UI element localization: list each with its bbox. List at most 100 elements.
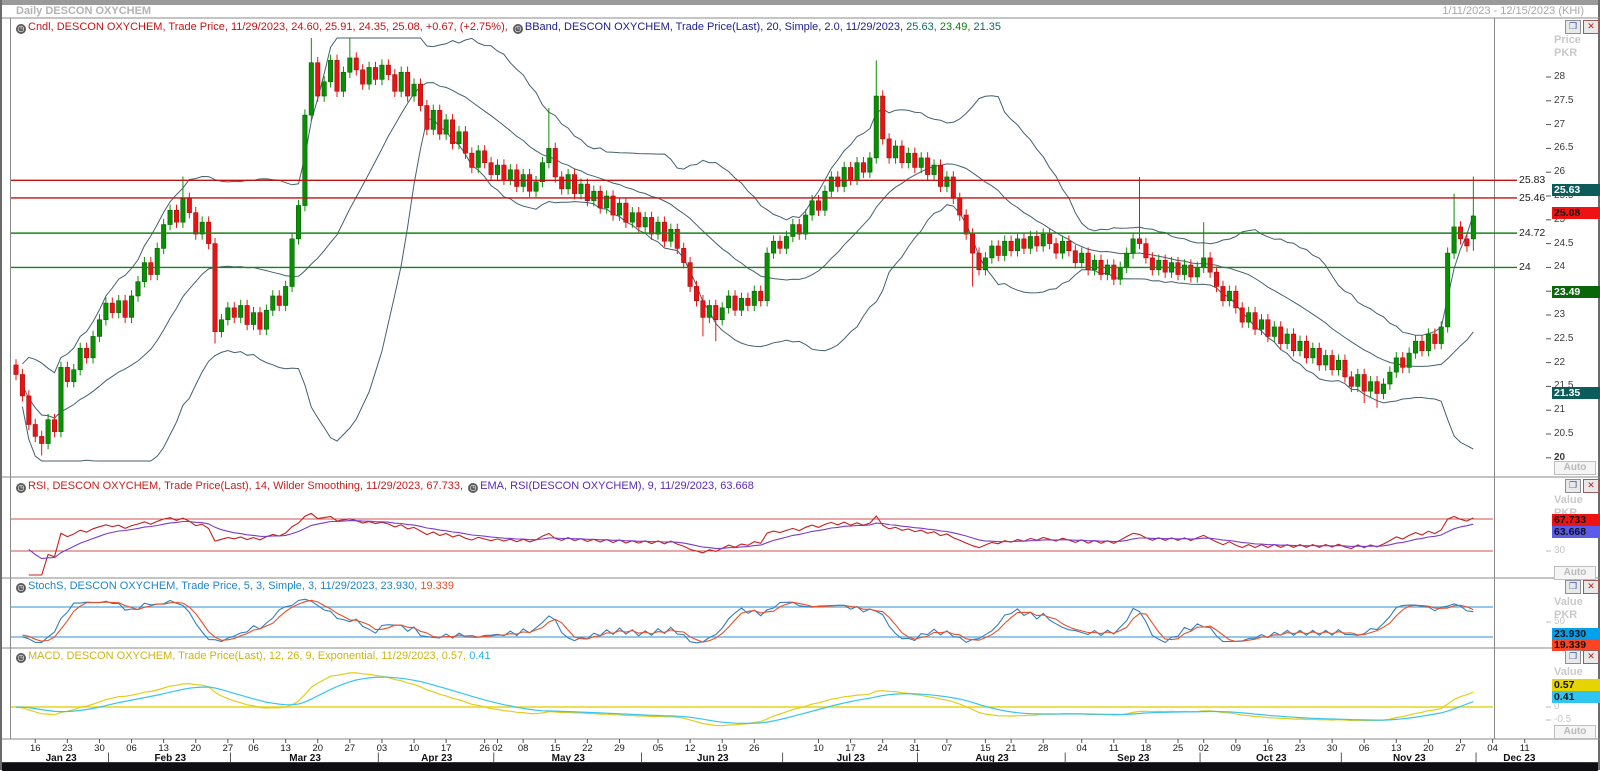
date-axis-month: Apr 23 [421, 753, 453, 764]
date-axis-day: 11 [1519, 743, 1530, 754]
rsi-legend: ◷ RSI, DESCON OXYCHEM, Trade Price(Last),… [14, 480, 754, 493]
date-axis-day: 04 [1076, 743, 1087, 754]
bband-lower-value: 21.35 [973, 21, 1002, 33]
indicator-settings-icon[interactable]: ◷ [16, 24, 26, 34]
date-axis-day: 20 [312, 743, 324, 754]
restore-icon[interactable]: ❐ [1565, 479, 1581, 493]
stoch-panel-buttons: ❐ ✕ [1565, 580, 1599, 594]
date-axis-month: Jun 23 [696, 753, 729, 764]
price-level-label: 25.83 [1519, 174, 1546, 187]
macd-legend-text: MACD, DESCON OXYCHEM, Trade Price(Last),… [28, 650, 467, 662]
cndl-legend-text: Cndl, DESCON OXYCHEM, Trade Price, 11/29… [28, 21, 508, 33]
stoch-k-badge: 23.930 [1552, 628, 1600, 640]
macd-value-badge: 0.57 [1552, 679, 1600, 691]
date-axis-day: 22 [582, 743, 593, 754]
date-axis-day: 27 [1455, 743, 1466, 754]
date-axis-day: 06 [126, 743, 137, 754]
stoch-legend-text: StochS, DESCON OXYCHEM, Trade Price, 5, … [28, 580, 418, 592]
indicator-settings-icon[interactable]: ◷ [512, 24, 523, 34]
bband-mid-value: 23.49, [939, 21, 971, 33]
date-axis-month: Dec 23 [1503, 753, 1536, 764]
rsi-axis-auto-button[interactable]: Auto [1554, 566, 1596, 580]
date-axis-day: 03 [376, 743, 388, 754]
restore-icon[interactable]: ❐ [1565, 20, 1581, 34]
indicator-settings-icon[interactable]: ◷ [16, 653, 26, 663]
stoch-d-badge: 19.339 [1552, 639, 1600, 651]
date-axis-day: 17 [440, 743, 452, 754]
month-separator: | [229, 752, 232, 763]
date-axis-day: 04 [1487, 743, 1498, 754]
window-bottom-edge [2, 762, 1598, 771]
date-axis-day: 18 [1140, 743, 1152, 754]
date-axis-day: 08 [517, 743, 529, 754]
macd-axis-tick: -0.5 [1554, 714, 1572, 725]
macd-axis-tick: 0 [1554, 701, 1560, 712]
indicator-settings-icon[interactable]: ◷ [16, 583, 26, 593]
month-separator: | [1339, 752, 1343, 763]
price-axis-tick: 26.5 [1554, 142, 1574, 154]
date-axis-day: 27 [222, 743, 234, 754]
date-axis-day: 28 [1037, 743, 1049, 754]
date-axis-day: 13 [158, 743, 169, 754]
date-axis-month: Oct 23 [1256, 753, 1287, 764]
date-axis-day: 20 [190, 743, 202, 754]
price-level-label: 25.46 [1519, 191, 1546, 204]
price-level-label: 24 [1519, 261, 1531, 274]
date-axis-month: Aug 23 [975, 753, 1009, 764]
date-axis-day: 05 [652, 743, 664, 754]
date-axis-day: 15 [549, 743, 561, 754]
rsi-panel-buttons: ❐ ✕ [1565, 479, 1599, 493]
last-price-badge: 25.08 [1552, 207, 1600, 219]
month-separator: | [1474, 752, 1478, 763]
price-level-label: 24.72 [1519, 227, 1546, 240]
price-axis-tick: 23 [1554, 309, 1566, 320]
month-separator: | [107, 752, 110, 763]
stoch-d-value: 19.339 [420, 580, 454, 592]
stoch-axis-title: Value [1554, 596, 1583, 608]
close-icon[interactable]: ✕ [1583, 479, 1599, 493]
close-icon[interactable]: ✕ [1583, 580, 1599, 594]
indicator-settings-icon[interactable]: ◷ [468, 483, 479, 493]
date-axis-day: 07 [941, 743, 953, 754]
bb-upper-badge: 25.63 [1552, 184, 1600, 196]
restore-icon[interactable]: ❐ [1565, 650, 1581, 664]
price-axis-tick: 28 [1554, 71, 1566, 82]
close-icon[interactable]: ✕ [1583, 20, 1599, 34]
date-axis-month: Jan 23 [45, 753, 77, 764]
price-axis-tick: 25 [1554, 213, 1566, 225]
price-axis-tick: 24 [1554, 261, 1566, 273]
rsi-legend-text: RSI, DESCON OXYCHEM, Trade Price(Last), … [28, 480, 464, 492]
date-axis-day: 11 [1108, 743, 1119, 754]
month-separator: | [1198, 752, 1202, 763]
price-axis-tick: 21.5 [1554, 380, 1574, 392]
price-axis-auto-button[interactable]: Auto [1554, 461, 1596, 475]
date-axis-day: 12 [684, 743, 696, 754]
date-axis-day: 10 [813, 743, 824, 754]
price-axis-tick: 22 [1554, 356, 1566, 368]
date-axis-day: 31 [909, 743, 921, 754]
macd-axis-auto-button[interactable]: Auto [1554, 725, 1596, 739]
date-axis-day: 20 [1423, 743, 1434, 754]
restore-icon[interactable]: ❐ [1565, 580, 1581, 594]
rsi-axis-tick: 30 [1554, 545, 1566, 556]
price-axis-tick: 27 [1554, 118, 1566, 130]
rsi-value-badge: 67.733 [1552, 514, 1600, 526]
date-axis-day: 19 [716, 743, 728, 754]
date-axis-day: 06 [248, 743, 259, 754]
date-axis-day: 24 [877, 743, 888, 754]
date-axis-day: 26 [749, 743, 760, 754]
price-axis-tick: 21 [1554, 404, 1566, 416]
date-axis-day: 25 [1172, 743, 1184, 754]
date-range: 1/11/2023 - 12/15/2023 (KHI) [1442, 5, 1584, 17]
date-axis-day: 02 [492, 743, 503, 754]
macd-legend: ◷ MACD, DESCON OXYCHEM, Trade Price(Last)… [14, 650, 491, 663]
bband-legend-text: BBand, DESCON OXYCHEM, Trade Price(Last)… [524, 21, 904, 33]
indicator-settings-icon[interactable]: ◷ [16, 483, 26, 493]
close-icon[interactable]: ✕ [1583, 650, 1599, 664]
date-axis-day: 23 [62, 743, 73, 754]
date-axis-day: 15 [980, 743, 991, 754]
date-axis-month: Mar 23 [289, 753, 321, 764]
rsi-axis-title: Value [1554, 494, 1583, 506]
